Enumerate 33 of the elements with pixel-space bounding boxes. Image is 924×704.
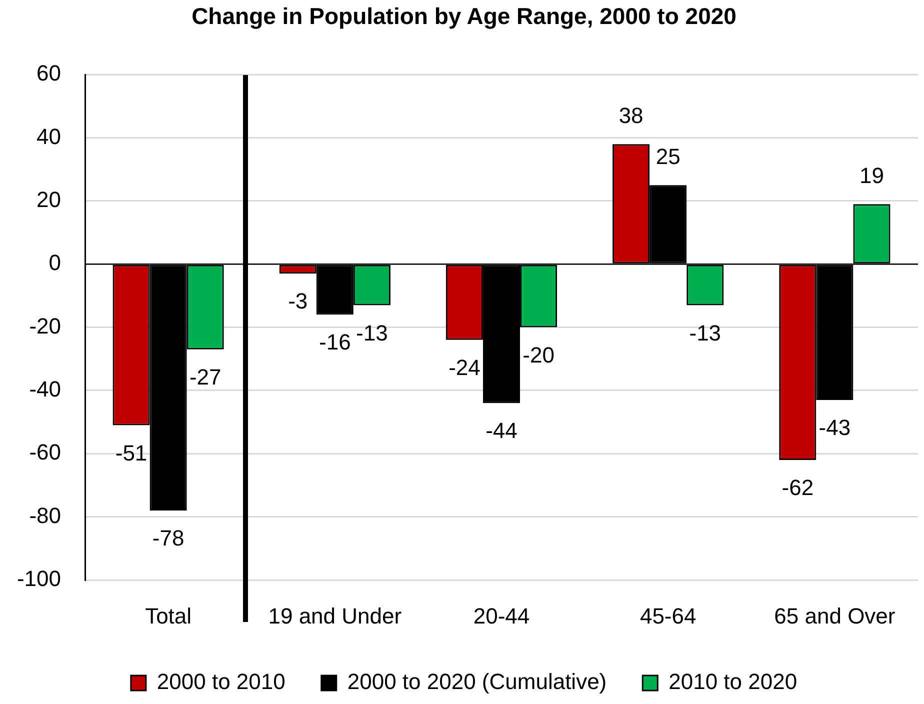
data-label: -20 [522,342,554,368]
data-label: -43 [818,415,851,440]
data-label: -13 [689,320,722,346]
y-tick-label: 0 [48,250,61,276]
data-label: 25 [656,144,680,170]
data-label: -24 [448,354,480,380]
data-label: 38 [618,103,644,128]
y-tick-label: -100 [16,566,61,592]
data-label: -78 [152,526,184,551]
y-tick-label: 60 [36,60,61,86]
legend-label: 2000 to 2010 [156,669,286,694]
data-label: 19 [860,163,884,188]
x-tick-label: 45-64 [640,603,696,628]
y-tick-label: -40 [29,376,61,402]
data-label: -51 [115,440,148,466]
y-tick-label: 40 [36,124,61,149]
data-label: -13 [356,320,388,346]
y-tick-label: -20 [29,313,61,338]
data-label: -44 [486,418,518,444]
y-tick-label: -80 [29,502,61,528]
x-tick-label: Total [145,603,192,628]
x-tick-label: 19 and Under [268,603,402,628]
data-label: -3 [288,288,308,314]
y-tick-label: -60 [29,440,61,465]
legend-label: 2000 to 2020 (Cumulative) [347,669,607,694]
data-label: -62 [782,475,814,500]
x-tick-label: 20-44 [473,603,530,628]
data-label: -27 [189,364,222,390]
x-tick-label: 65 and Over [774,603,896,628]
data-label: -16 [319,330,351,355]
chart-title: Change in Population by Age Range, 2000 to 2020 [192,3,736,30]
legend-label: 2010 to 2020 [668,669,798,694]
y-tick-label: 20 [36,187,61,212]
